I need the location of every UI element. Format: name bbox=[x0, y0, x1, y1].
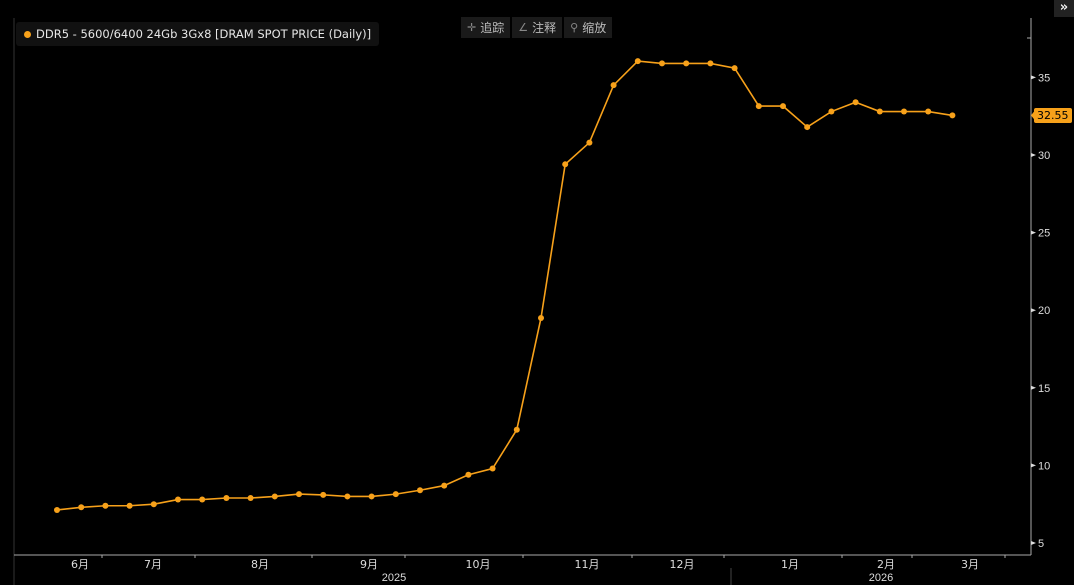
y-tick-label: 5 bbox=[1038, 538, 1044, 550]
data-point bbox=[441, 482, 448, 489]
x-tick-label: 1月 bbox=[781, 558, 799, 571]
legend[interactable]: DDR5 - 5600/6400 24Gb 3Gx8 [DRAM SPOT PR… bbox=[16, 22, 380, 46]
data-point bbox=[150, 501, 157, 508]
data-point bbox=[538, 314, 544, 321]
data-point bbox=[126, 502, 133, 509]
y-tick bbox=[1031, 385, 1036, 390]
data-point bbox=[562, 161, 569, 168]
chart-toolbar: ✛ 追踪 ∠ 注释 ⚲ 缩放 bbox=[461, 17, 613, 38]
data-point bbox=[78, 504, 85, 511]
data-point bbox=[731, 65, 738, 72]
zoom-label: 缩放 bbox=[582, 21, 607, 35]
crosshair-icon: ✛ bbox=[467, 21, 477, 34]
y-tick bbox=[1031, 75, 1036, 80]
data-point bbox=[199, 496, 206, 503]
x-tick-label: 10月 bbox=[466, 558, 491, 571]
x-tick-label: 9月 bbox=[360, 558, 378, 571]
y-tick-label: 15 bbox=[1038, 383, 1050, 395]
data-point bbox=[852, 99, 859, 106]
data-point bbox=[683, 60, 690, 67]
annotate-label: 注释 bbox=[532, 21, 557, 35]
data-point bbox=[489, 465, 496, 472]
data-point bbox=[247, 494, 254, 501]
data-point bbox=[344, 493, 351, 500]
data-point bbox=[54, 506, 60, 513]
y-tick bbox=[1031, 153, 1036, 157]
data-point bbox=[368, 493, 375, 500]
data-point bbox=[707, 60, 714, 67]
data-point bbox=[223, 494, 230, 501]
y-tick bbox=[1031, 541, 1036, 545]
data-point bbox=[925, 108, 932, 115]
track-label: 追踪 bbox=[480, 21, 505, 35]
magnifier-icon: ⚲ bbox=[570, 21, 579, 34]
data-point bbox=[320, 491, 327, 498]
zoom-button[interactable]: ⚲ 缩放 bbox=[564, 17, 613, 38]
data-point bbox=[417, 487, 423, 494]
data-point bbox=[659, 60, 665, 67]
data-point bbox=[634, 58, 641, 65]
data-point bbox=[804, 124, 811, 131]
y-tick bbox=[1031, 463, 1036, 468]
x-tick-label: 3月 bbox=[961, 558, 979, 571]
legend-dot-icon bbox=[24, 30, 31, 38]
y-tick-label: 25 bbox=[1038, 228, 1050, 240]
track-button[interactable]: ✛ 追踪 bbox=[461, 17, 511, 38]
y-tick bbox=[1031, 230, 1036, 235]
y-tick-label: 20 bbox=[1038, 305, 1050, 317]
y-tick bbox=[1031, 308, 1036, 313]
data-point bbox=[610, 82, 617, 89]
last-value-label: 32.55 bbox=[1034, 108, 1072, 123]
x-year-label: 2025 bbox=[382, 572, 406, 584]
pencil-icon: ∠ bbox=[518, 21, 529, 34]
y-tick-label: 35 bbox=[1038, 72, 1050, 84]
x-tick-label: 6月 bbox=[71, 558, 89, 571]
x-tick-label: 8月 bbox=[251, 558, 269, 571]
annotate-button[interactable]: ∠ 注释 bbox=[512, 17, 563, 38]
data-point bbox=[296, 491, 302, 498]
data-point bbox=[175, 496, 181, 503]
x-tick-label: 12月 bbox=[670, 558, 695, 571]
y-tick-label: 30 bbox=[1038, 150, 1050, 162]
x-tick-label: 7月 bbox=[144, 558, 162, 571]
legend-label: DDR5 - 5600/6400 24Gb 3Gx8 [DRAM SPOT PR… bbox=[36, 27, 372, 41]
y-tick-label: 10 bbox=[1038, 460, 1050, 472]
data-point bbox=[465, 471, 472, 478]
data-point bbox=[876, 108, 883, 115]
data-point bbox=[513, 426, 520, 433]
data-point bbox=[949, 112, 956, 119]
expand-panel-button[interactable]: » bbox=[1054, 0, 1074, 17]
series-line bbox=[56, 60, 953, 511]
x-tick-label: 2月 bbox=[877, 558, 895, 571]
data-point bbox=[392, 491, 399, 498]
x-tick-label: 11月 bbox=[575, 558, 600, 571]
x-year-label: 2026 bbox=[869, 572, 893, 584]
data-point bbox=[102, 502, 109, 509]
data-point bbox=[271, 493, 278, 500]
data-point bbox=[586, 139, 593, 146]
data-point bbox=[755, 103, 762, 110]
data-point bbox=[901, 108, 907, 115]
data-point bbox=[828, 108, 835, 115]
data-point bbox=[780, 103, 786, 110]
